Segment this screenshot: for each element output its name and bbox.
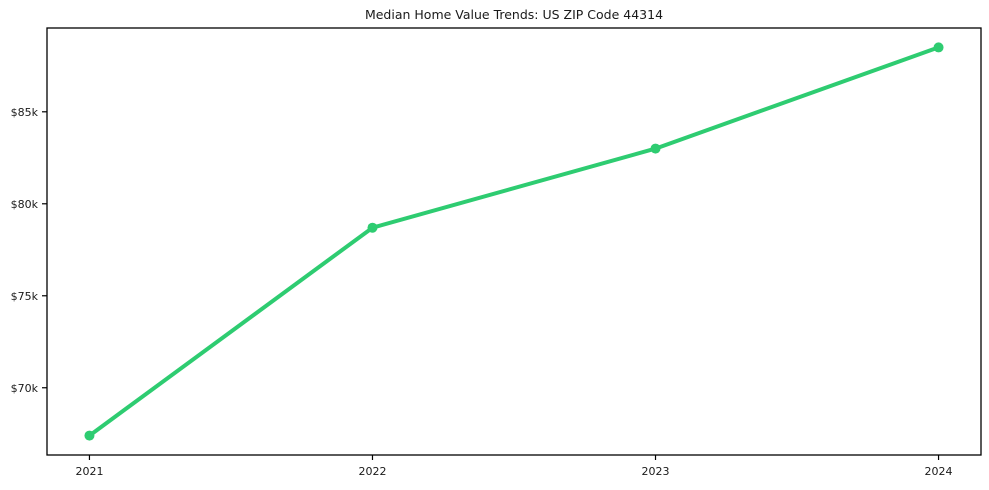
y-axis-tick-label: $70k: [11, 382, 39, 395]
x-axis-tick-label: 2023: [642, 465, 670, 478]
data-point-2024: [933, 42, 944, 53]
x-axis-tick-label: 2024: [925, 465, 953, 478]
data-point-2021: [84, 430, 95, 441]
data-point-2022: [367, 222, 378, 233]
trend-line: [87, 45, 941, 438]
plot-border: [46, 27, 982, 456]
y-axis-tick-label: $85k: [11, 106, 39, 119]
data-point-2023: [650, 143, 661, 154]
y-axis-tick-label: $80k: [11, 198, 39, 211]
y-axis-tick-label: $75k: [11, 290, 39, 303]
x-axis-tick-label: 2021: [75, 465, 103, 478]
chart-title: Median Home Value Trends: US ZIP Code 44…: [364, 7, 664, 22]
x-axis-tick-label: 2022: [358, 465, 386, 478]
